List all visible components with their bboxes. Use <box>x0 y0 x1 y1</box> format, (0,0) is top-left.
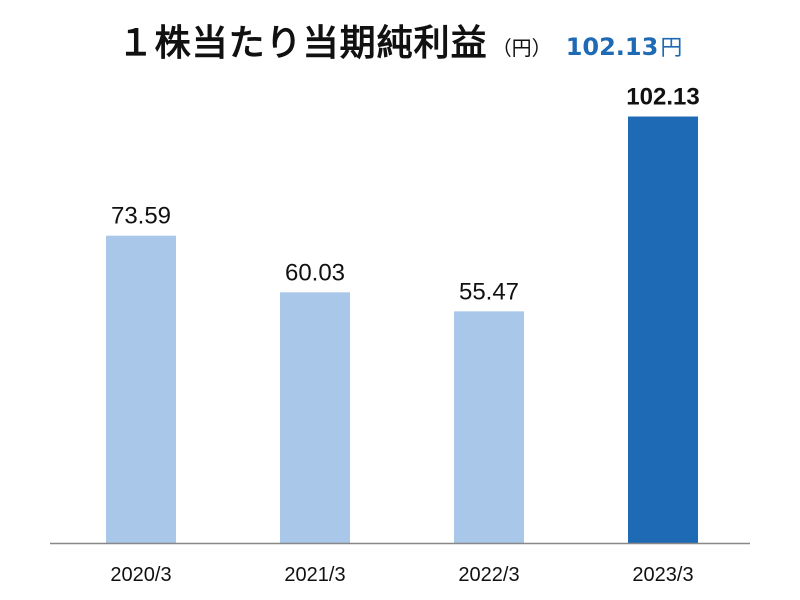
value-label: 73.59 <box>111 203 171 230</box>
value-label: 55.47 <box>459 278 519 305</box>
category-label-group: 2020/3 2021/3 2022/3 2023/3 <box>110 564 693 586</box>
value-label: 60.03 <box>285 259 345 286</box>
bar-group <box>106 116 698 543</box>
bar-2020-3 <box>106 235 176 543</box>
bar-2023-3 <box>628 116 698 543</box>
value-label: 102.13 <box>626 84 699 111</box>
chart-title-row: １株当たり当期純利益 （円） 102.13円 <box>0 14 800 66</box>
category-label: 2022/3 <box>458 564 519 586</box>
value-label-group: 73.59 60.03 55.47 102.13 <box>111 84 700 306</box>
highlight-unit: 円 <box>660 36 683 61</box>
bar-2022-3 <box>454 311 524 543</box>
highlight-value: 102.13 <box>565 33 659 61</box>
chart-unit-label: （円） <box>491 36 552 60</box>
bar-2021-3 <box>280 292 350 543</box>
category-label: 2023/3 <box>632 564 693 586</box>
chart-title: １株当たり当期純利益 <box>117 23 488 64</box>
category-label: 2020/3 <box>110 564 171 586</box>
category-label: 2021/3 <box>284 564 345 586</box>
